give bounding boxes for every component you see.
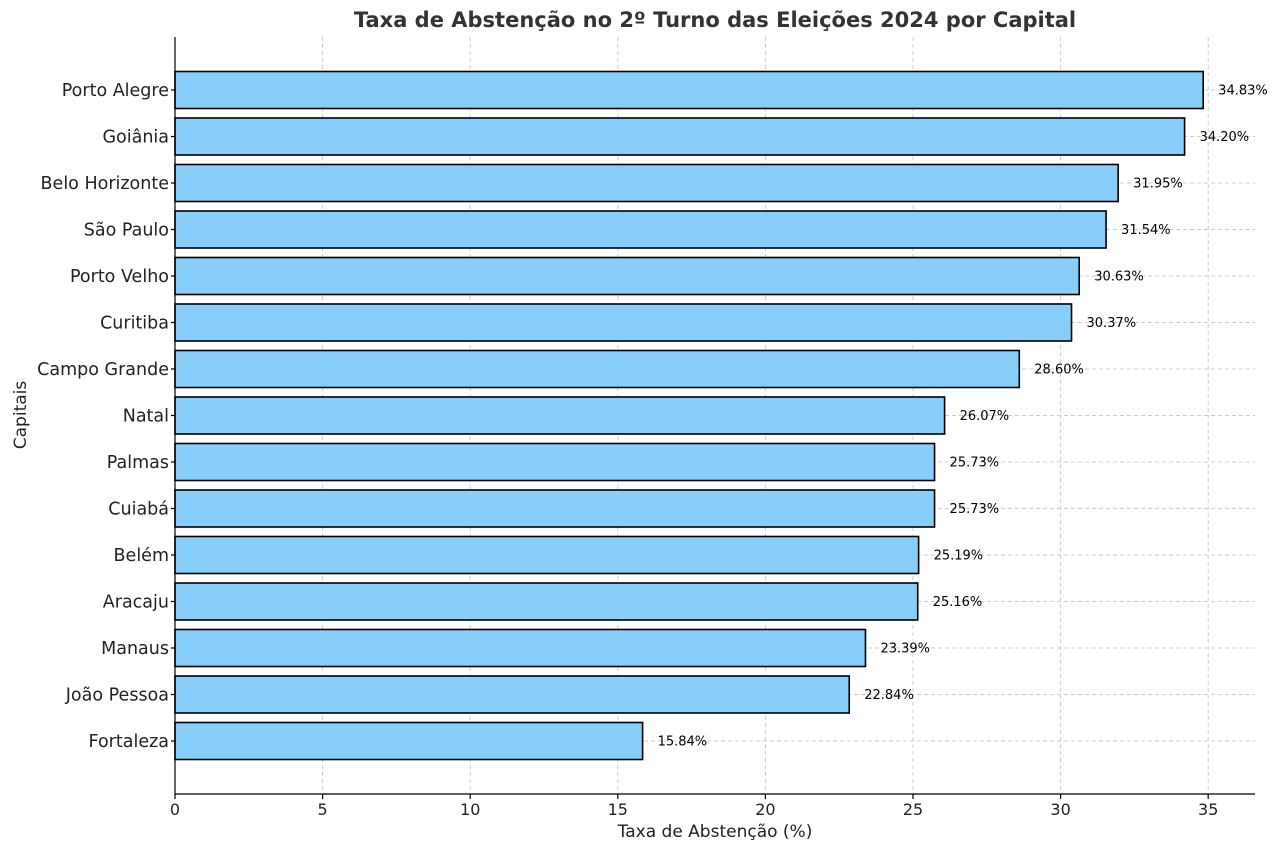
x-tick-label: 0	[170, 800, 180, 819]
bar	[174, 210, 1107, 249]
category-label: São Paulo	[84, 221, 169, 241]
x-tick-label: 20	[755, 800, 775, 819]
data-label: 31.95%	[1133, 177, 1183, 192]
bar	[174, 349, 1021, 389]
category-label: Goiânia	[102, 128, 169, 148]
data-label: 25.73%	[950, 502, 1000, 517]
category-label: Belém	[114, 546, 169, 566]
category-label: Fortaleza	[89, 732, 169, 752]
axes: 0 5 10 15 20 25 30 35	[170, 37, 1255, 819]
bar	[174, 70, 1204, 110]
bar	[174, 675, 851, 714]
bar	[174, 721, 644, 761]
y-axis-title: Capitais	[11, 381, 31, 450]
bar	[174, 582, 919, 621]
category-label: Campo Grande	[37, 360, 169, 380]
bar	[174, 442, 936, 482]
category-label: Cuiabá	[108, 500, 169, 520]
data-label: 30.37%	[1087, 316, 1137, 331]
category-label: Palmas	[107, 453, 169, 473]
x-tick-label: 30	[1050, 800, 1070, 819]
bar	[174, 303, 1073, 342]
bar	[174, 117, 1186, 156]
bar	[174, 628, 867, 668]
chart-title: Taxa de Abstenção no 2º Turno das Eleiçõ…	[354, 8, 1076, 32]
category-label: Manaus	[101, 639, 169, 659]
data-label: 34.83%	[1218, 84, 1268, 99]
bar	[174, 396, 946, 435]
data-label: 25.19%	[934, 549, 984, 564]
category-label: Natal	[123, 407, 169, 427]
data-label: 30.63%	[1094, 270, 1144, 285]
x-tick-label: 25	[903, 800, 923, 819]
data-label: 23.39%	[880, 642, 930, 657]
category-label: Belo Horizonte	[41, 174, 169, 194]
data-label: 28.60%	[1034, 363, 1084, 378]
data-label: 25.73%	[950, 456, 1000, 471]
data-label: 15.84%	[658, 735, 708, 750]
category-label: Curitiba	[100, 314, 169, 334]
data-label: 22.84%	[864, 688, 914, 703]
x-tick-label: 15	[608, 800, 628, 819]
data-label: 31.54%	[1121, 223, 1171, 238]
category-label: Aracaju	[103, 593, 169, 613]
data-label: 25.16%	[933, 595, 983, 610]
bars: Porto Alegre 34.83% Goiânia 34.20% Belo Hori…	[37, 70, 1268, 761]
bar	[174, 163, 1119, 203]
data-label: 26.07%	[960, 409, 1010, 424]
x-tick-label: 10	[460, 800, 480, 819]
data-label: 34.20%	[1200, 130, 1250, 145]
x-axis-title: Taxa de Abstenção (%)	[617, 822, 813, 842]
category-label: Porto Velho	[70, 267, 169, 287]
bar	[174, 535, 920, 575]
bar	[174, 489, 936, 528]
category-label: João Pessoa	[65, 686, 169, 706]
x-tick-label: 35	[1198, 800, 1218, 819]
x-tick-label: 5	[318, 800, 328, 819]
bar	[174, 256, 1080, 296]
category-label: Porto Alegre	[62, 81, 169, 101]
